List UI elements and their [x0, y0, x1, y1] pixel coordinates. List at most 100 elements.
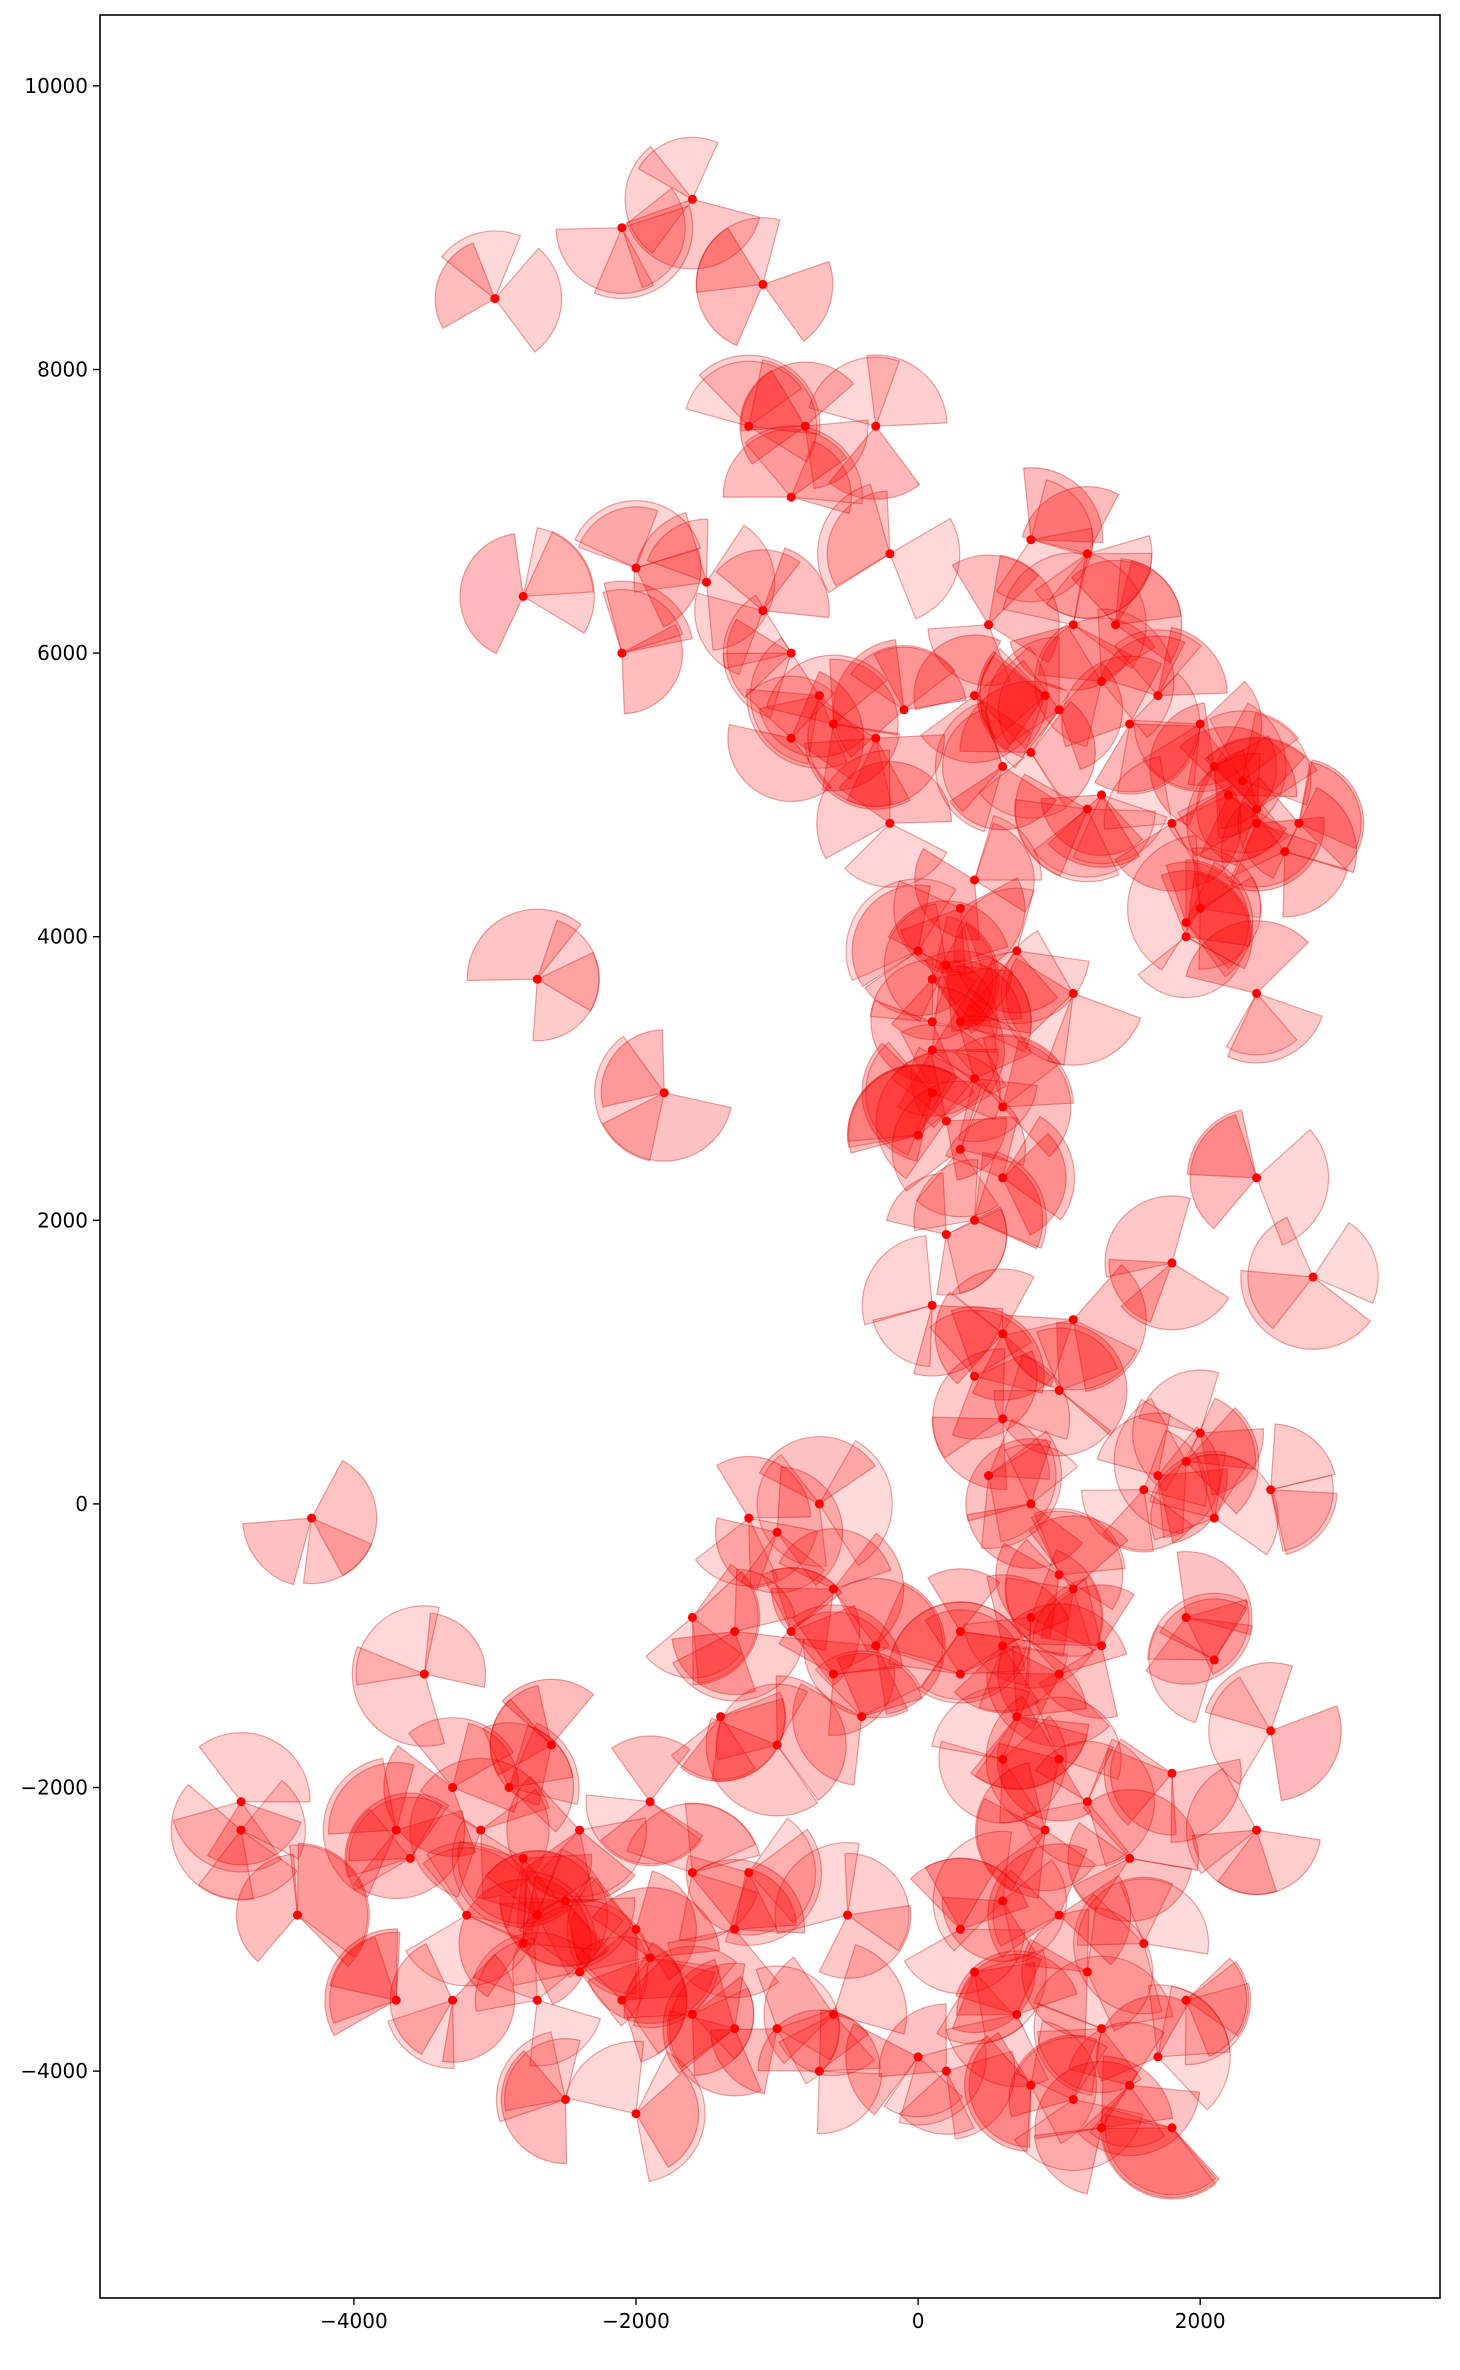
data-point [786, 492, 796, 502]
data-wedge [865, 1041, 933, 1156]
data-wedge [969, 1715, 1089, 1790]
data-wedge [1025, 1575, 1103, 1689]
data-wedge [927, 624, 1012, 687]
data-point [829, 719, 838, 729]
data-wedge [685, 1854, 778, 1936]
data-point [1238, 776, 1247, 786]
data-wedge [931, 1686, 1031, 1760]
data-point [1097, 1641, 1106, 1651]
data-wedge [1097, 608, 1175, 739]
data-point [1054, 1754, 1064, 1764]
data-point [1252, 1825, 1262, 1835]
data-wedge [966, 1503, 1084, 1570]
y-tick-label: −2000 [20, 1776, 88, 1800]
data-wedge [667, 1928, 780, 1999]
data-wedge [1185, 859, 1250, 970]
data-point [1054, 1570, 1064, 1580]
data-wedge [1255, 1128, 1330, 1246]
data-wedge [924, 1609, 1026, 1675]
data-wedge [1034, 2060, 1139, 2140]
data-wedge [466, 908, 582, 982]
data-wedge [955, 950, 1059, 1014]
data-point [955, 1144, 965, 1154]
data-wedge [570, 1877, 637, 1995]
data-wedge [1199, 794, 1288, 863]
data-point [532, 1995, 542, 2005]
data-wedge [1096, 1412, 1171, 1477]
data-wedge [1104, 1195, 1191, 1278]
data-wedge [827, 1665, 896, 1736]
data-wedge [1002, 552, 1089, 626]
data-wedge [740, 361, 855, 432]
data-wedge [322, 1757, 397, 1898]
data-wedge [170, 1783, 255, 1901]
data-point [617, 1995, 627, 2005]
y-tick-label: 6000 [37, 641, 88, 665]
data-wedge [1149, 702, 1215, 827]
data-wedge [522, 1870, 597, 1951]
data-wedge [1191, 1829, 1278, 1896]
data-wedge [996, 1742, 1092, 1822]
data-wedge [635, 2071, 700, 2169]
data-point [927, 1088, 937, 1098]
data-wedge [763, 1956, 835, 2065]
data-wedge [670, 1715, 757, 1780]
data-wedge [973, 1152, 1044, 1250]
data-point [1195, 903, 1205, 913]
data-wedge [1038, 1644, 1119, 1719]
data-wedge [997, 659, 1061, 746]
data-wedge [971, 1332, 1054, 1401]
data-wedge [504, 2038, 581, 2112]
data-point [1068, 1315, 1078, 1325]
data-wedge [973, 822, 1035, 913]
data-point [1181, 1612, 1191, 1622]
data-wedge [577, 506, 659, 569]
data-point [984, 620, 994, 630]
data-point [1068, 1584, 1078, 1594]
data-wedge [838, 761, 953, 824]
data-point [561, 2095, 570, 2104]
data-wedge [899, 907, 967, 974]
data-wedge [945, 1206, 1008, 1294]
data-point [885, 549, 895, 559]
data-wedge [1150, 1454, 1249, 1541]
data-point [1054, 1386, 1064, 1395]
data-wedge [861, 1042, 933, 1162]
data-point [941, 1116, 951, 1126]
data-point [1195, 719, 1205, 729]
data-point [1082, 804, 1092, 814]
data-wedge [1113, 629, 1202, 697]
data-wedge [931, 921, 1000, 1035]
data-point [998, 1414, 1008, 1424]
data-wedge [1217, 1829, 1321, 1895]
data-wedge [585, 1794, 702, 1867]
data-wedge [847, 1064, 954, 1148]
data-wedge [1114, 559, 1183, 664]
data-wedge [506, 1775, 595, 1904]
data-point [970, 1074, 979, 1083]
data-wedge [1185, 1598, 1250, 1675]
data-wedge [722, 428, 848, 498]
data-wedge [932, 1830, 1013, 1952]
data-wedge [1204, 736, 1318, 810]
data-point [857, 1712, 867, 1722]
data-wedge [878, 2003, 947, 2078]
data-wedge [1077, 1876, 1174, 1946]
data-point [1252, 804, 1262, 814]
data-wedge [715, 549, 801, 612]
data-point [1082, 549, 1092, 559]
data-wedge [1226, 992, 1324, 1064]
data-wedge [958, 1077, 1038, 1143]
x-tick-label: −4000 [320, 2309, 388, 2333]
data-point [1125, 719, 1135, 729]
data-point [955, 1924, 965, 1934]
data-wedge [818, 1904, 912, 1979]
data-wedge [898, 2038, 987, 2126]
data-wedge [1045, 534, 1153, 619]
data-wedge [761, 260, 834, 342]
data-wedge [1157, 626, 1228, 697]
data-point [730, 1627, 740, 1636]
data-wedge [695, 227, 764, 347]
data-wedge [938, 960, 1022, 1023]
data-point [1195, 1428, 1205, 1438]
